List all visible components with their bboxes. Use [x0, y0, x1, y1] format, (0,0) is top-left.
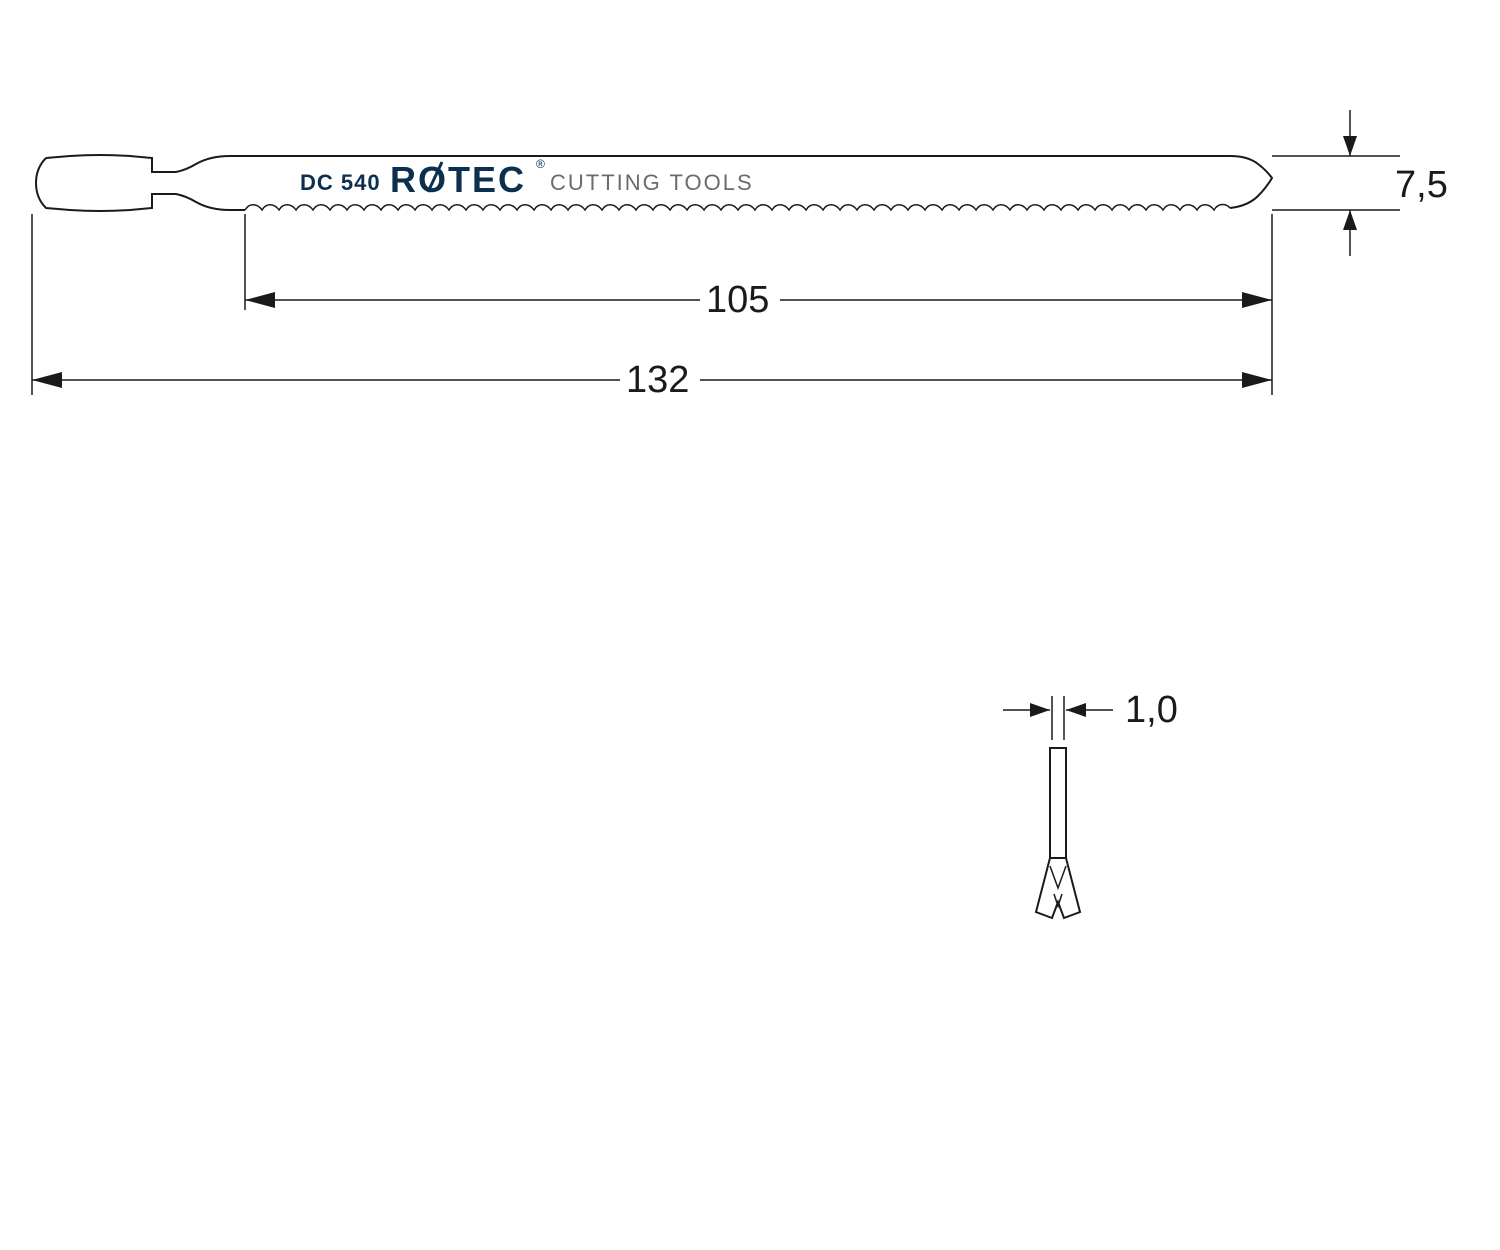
brand-subtitle: CUTTING TOOLS [550, 170, 754, 195]
dimension-thickness-value: 1,0 [1125, 689, 1178, 731]
dimension-height-value: 7,5 [1395, 164, 1448, 206]
brand-label: ROTEC [390, 159, 526, 200]
blade-branding: DC 540 ROTEC ® CUTTING TOOLS [300, 157, 754, 200]
registered-mark: ® [536, 157, 545, 171]
dimension-total-length: 132 [32, 214, 1272, 401]
dimension-total-length-value: 132 [626, 359, 689, 401]
technical-drawing: DC 540 ROTEC ® CUTTING TOOLS 7,5 105 132 [0, 0, 1500, 1250]
dimension-working-length: 105 [245, 214, 1272, 395]
dimension-working-length-value: 105 [706, 279, 769, 321]
blade-end-view: 1,0 [1003, 689, 1178, 918]
dimension-height: 7,5 [1272, 110, 1448, 256]
model-label: DC 540 [300, 170, 381, 195]
